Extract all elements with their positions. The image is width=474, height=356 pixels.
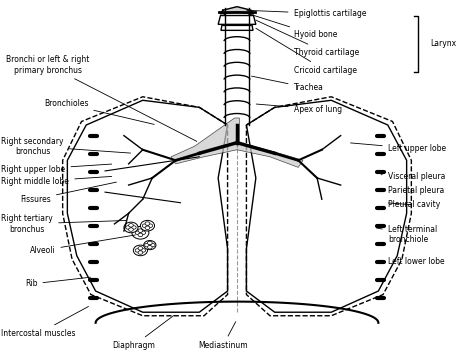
Text: Intercostal muscles: Intercostal muscles xyxy=(1,307,89,338)
Polygon shape xyxy=(220,7,254,14)
Text: Alveoli: Alveoli xyxy=(30,235,135,255)
Circle shape xyxy=(148,224,153,227)
Polygon shape xyxy=(67,100,228,312)
Circle shape xyxy=(135,248,140,252)
Text: Hyoid bone: Hyoid bone xyxy=(246,13,337,40)
Text: Right secondary
bronchus: Right secondary bronchus xyxy=(1,136,130,156)
Circle shape xyxy=(128,224,133,227)
Text: Cricoid cartilage: Cricoid cartilage xyxy=(256,28,356,75)
Text: Trachea: Trachea xyxy=(252,76,323,93)
Polygon shape xyxy=(218,16,256,24)
Circle shape xyxy=(138,251,143,254)
Circle shape xyxy=(140,220,155,231)
Circle shape xyxy=(133,245,147,256)
Circle shape xyxy=(128,228,133,231)
Circle shape xyxy=(147,246,152,249)
Text: Diaphragm: Diaphragm xyxy=(112,316,173,350)
Circle shape xyxy=(138,233,143,237)
Circle shape xyxy=(145,244,149,247)
Text: Rib: Rib xyxy=(25,277,91,288)
Text: Left terminal
bronchiole: Left terminal bronchiole xyxy=(376,225,437,244)
Polygon shape xyxy=(246,100,407,312)
Polygon shape xyxy=(221,25,253,30)
Text: Pleural cavity: Pleural cavity xyxy=(388,200,440,209)
Circle shape xyxy=(141,231,146,235)
Circle shape xyxy=(145,222,150,225)
Text: Fissures: Fissures xyxy=(20,182,117,204)
Circle shape xyxy=(132,226,149,239)
Text: Larynx: Larynx xyxy=(430,39,456,48)
Circle shape xyxy=(126,226,130,229)
Circle shape xyxy=(145,226,150,230)
Text: Right upper lobe: Right upper lobe xyxy=(1,164,112,174)
Circle shape xyxy=(138,246,143,250)
Text: Apex of lung: Apex of lung xyxy=(256,104,342,114)
Text: Right middle lobe: Right middle lobe xyxy=(1,177,112,186)
Text: Mediastinum: Mediastinum xyxy=(198,322,248,350)
Circle shape xyxy=(142,224,147,227)
Circle shape xyxy=(144,241,156,250)
Text: Thyroid cartilage: Thyroid cartilage xyxy=(256,20,359,57)
Circle shape xyxy=(131,226,136,229)
Text: Epiglottis cartilage: Epiglottis cartilage xyxy=(247,9,366,18)
Text: Left upper lobe: Left upper lobe xyxy=(350,143,446,153)
Text: Left lower lobe: Left lower lobe xyxy=(381,257,445,266)
Circle shape xyxy=(141,248,146,252)
Text: Right tertiary
bronchus: Right tertiary bronchus xyxy=(1,214,126,234)
Circle shape xyxy=(150,244,155,247)
Circle shape xyxy=(135,231,140,235)
Circle shape xyxy=(138,229,143,232)
Polygon shape xyxy=(171,118,303,167)
Circle shape xyxy=(124,222,138,233)
Text: Bronchioles: Bronchioles xyxy=(44,99,154,124)
Text: Visceral pleura: Visceral pleura xyxy=(381,172,445,182)
Circle shape xyxy=(147,241,152,245)
Text: Parietal pleura: Parietal pleura xyxy=(383,186,444,195)
Text: Bronchi or left & right
primary bronchus: Bronchi or left & right primary bronchus xyxy=(6,55,197,141)
